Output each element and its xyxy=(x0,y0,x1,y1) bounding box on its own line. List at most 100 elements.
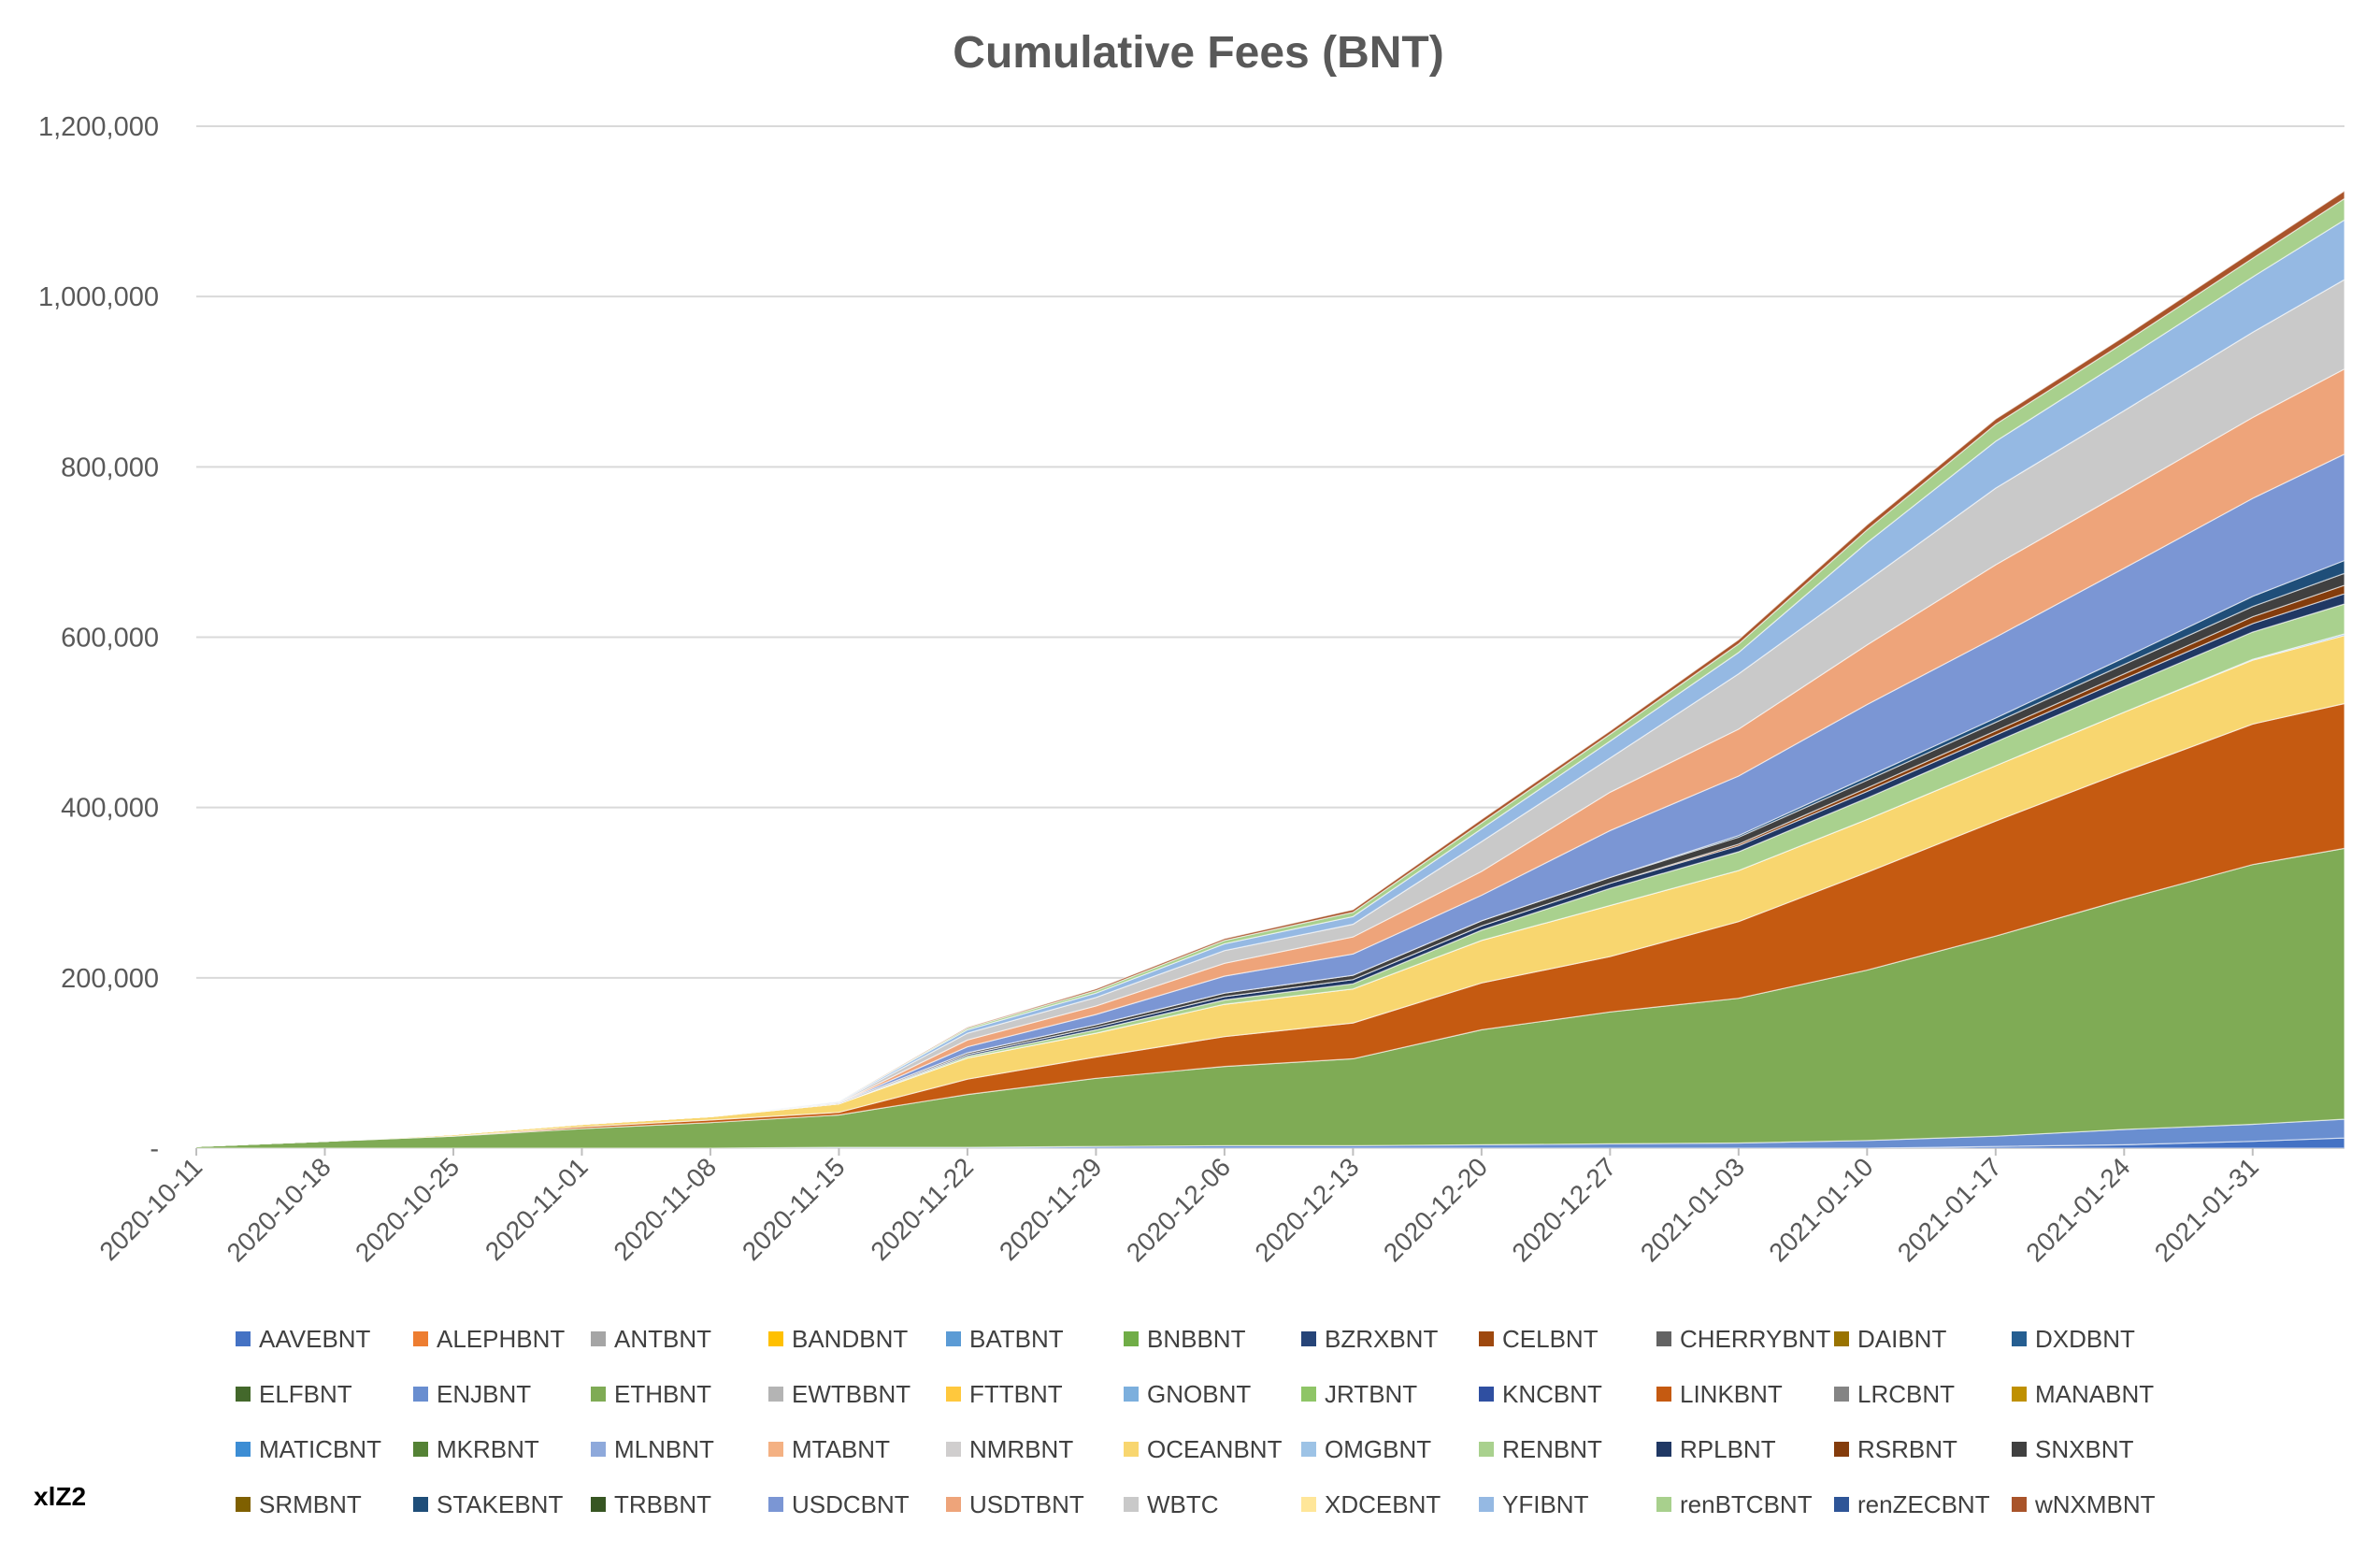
legend-item: ENJBNT xyxy=(413,1380,531,1408)
legend-swatch xyxy=(413,1331,428,1346)
legend-label: MATICBNT xyxy=(259,1435,381,1463)
y-tick-label: - xyxy=(150,1134,159,1164)
legend-item: MATICBNT xyxy=(236,1435,381,1463)
legend-label: MTABNT xyxy=(792,1435,890,1463)
legend-item: SRMBNT xyxy=(236,1490,362,1518)
legend-item: EWTBBNT xyxy=(768,1380,910,1408)
legend-item: SNXBNT xyxy=(2012,1435,2134,1463)
legend-item: BZRXBNT xyxy=(1301,1325,1438,1353)
legend-label: USDTBNT xyxy=(969,1490,1084,1518)
y-tick-label: 1,000,000 xyxy=(38,282,159,312)
legend-swatch xyxy=(236,1331,251,1346)
legend-item: FTTBNT xyxy=(946,1380,1063,1408)
legend-label: OCEANBNT xyxy=(1147,1435,1283,1463)
x-tick-label: 2020-11-01 xyxy=(480,1152,594,1266)
legend-item: KNCBNT xyxy=(1479,1380,1602,1408)
legend-label: STAKEBNT xyxy=(437,1490,563,1518)
legend-swatch xyxy=(1656,1497,1671,1512)
legend-label: BANDBNT xyxy=(792,1325,908,1353)
x-tick-label: 2020-12-06 xyxy=(1121,1152,1236,1267)
legend-item: DAIBNT xyxy=(1834,1325,1946,1353)
legend-label: ANTBNT xyxy=(614,1325,711,1353)
legend-label: LRCBNT xyxy=(1857,1380,1955,1408)
legend-label: BNBBNT xyxy=(1147,1325,1246,1353)
legend-swatch xyxy=(768,1442,783,1457)
legend-item: STAKEBNT xyxy=(413,1490,563,1518)
x-tick-label: 2020-10-25 xyxy=(350,1152,465,1267)
legend: AAVEBNT ALEPHBNT ANTBNT BANDBNT BATBNT BNBBNT… xyxy=(236,1325,2156,1518)
legend-swatch xyxy=(1834,1331,1849,1346)
legend-swatch xyxy=(2012,1331,2027,1346)
legend-label: RPLBNT xyxy=(1680,1435,1776,1463)
legend-label: WBTC xyxy=(1147,1490,1219,1518)
legend-item: MTABNT xyxy=(768,1435,890,1463)
legend-item: USDTBNT xyxy=(946,1490,1084,1518)
legend-item: MANABNT xyxy=(2012,1380,2154,1408)
legend-label: XDCEBNT xyxy=(1325,1490,1441,1518)
area-series xyxy=(195,190,2345,1149)
legend-swatch xyxy=(1301,1497,1316,1512)
legend-swatch xyxy=(1834,1497,1849,1512)
legend-item: AAVEBNT xyxy=(236,1325,371,1353)
legend-item: BNBBNT xyxy=(1124,1325,1246,1353)
legend-item: NMRBNT xyxy=(946,1435,1073,1463)
legend-label: renBTCBNT xyxy=(1680,1490,1813,1518)
legend-item: RENBNT xyxy=(1479,1435,1602,1463)
legend-label: CELBNT xyxy=(1502,1325,1599,1353)
legend-swatch xyxy=(946,1331,961,1346)
x-tick-label: 2020-12-27 xyxy=(1506,1152,1621,1267)
y-tick-label: 200,000 xyxy=(61,964,159,994)
legend-swatch xyxy=(1124,1331,1139,1346)
x-tick-label: 2021-01-31 xyxy=(2149,1152,2264,1267)
legend-swatch xyxy=(236,1442,251,1457)
legend-item: RPLBNT xyxy=(1656,1435,1776,1463)
legend-label: KNCBNT xyxy=(1502,1380,1602,1408)
legend-swatch xyxy=(946,1497,961,1512)
legend-swatch xyxy=(1124,1442,1139,1457)
legend-label: RSRBNT xyxy=(1857,1435,1957,1463)
legend-swatch xyxy=(591,1331,606,1346)
legend-swatch xyxy=(768,1497,783,1512)
legend-item: BANDBNT xyxy=(768,1325,908,1353)
y-tick-label: 600,000 xyxy=(61,624,159,654)
legend-swatch xyxy=(768,1331,783,1346)
legend-item: WBTC xyxy=(1124,1490,1219,1518)
legend-swatch xyxy=(1479,1331,1494,1346)
legend-item: ANTBNT xyxy=(591,1325,711,1353)
legend-item: CHERRYBNT xyxy=(1656,1325,1830,1353)
legend-item: ELFBNT xyxy=(236,1380,352,1408)
y-axis: - 200,000 400,000 600,000 800,000 1,000,000 1,… xyxy=(38,112,159,1164)
legend-item: LRCBNT xyxy=(1834,1380,1955,1408)
x-tick-label: 2020-11-29 xyxy=(994,1152,1108,1266)
legend-swatch xyxy=(1301,1442,1316,1457)
legend-label: FTTBNT xyxy=(969,1380,1063,1408)
legend-item: renBTCBNT xyxy=(1656,1490,1813,1518)
legend-item: TRBBNT xyxy=(591,1490,711,1518)
x-tick-label: 2021-01-10 xyxy=(1763,1152,1878,1267)
legend-label: TRBBNT xyxy=(614,1490,711,1518)
legend-label: GNOBNT xyxy=(1147,1380,1251,1408)
y-tick-label: 800,000 xyxy=(61,453,159,482)
legend-label: DAIBNT xyxy=(1857,1325,1946,1353)
x-axis: 2020-10-11 2020-10-18 2020-10-25 2020-11-01… xyxy=(94,1148,2264,1268)
legend-item: XDCEBNT xyxy=(1301,1490,1441,1518)
legend-swatch xyxy=(1124,1387,1139,1402)
legend-label: AAVEBNT xyxy=(259,1325,371,1353)
legend-item: BATBNT xyxy=(946,1325,1064,1353)
legend-swatch xyxy=(946,1442,961,1457)
legend-label: ETHBNT xyxy=(614,1380,711,1408)
legend-item: MKRBNT xyxy=(413,1435,539,1463)
y-tick-label: 400,000 xyxy=(61,794,159,824)
legend-swatch xyxy=(591,1442,606,1457)
legend-label: DXDBNT xyxy=(2035,1325,2135,1353)
legend-swatch xyxy=(1301,1331,1316,1346)
legend-swatch xyxy=(1479,1497,1494,1512)
legend-swatch xyxy=(1656,1331,1671,1346)
legend-item: ALEPHBNT xyxy=(413,1325,565,1353)
legend-swatch xyxy=(591,1387,606,1402)
legend-item: RSRBNT xyxy=(1834,1435,1957,1463)
legend-label: EWTBBNT xyxy=(792,1380,910,1408)
legend-item: DXDBNT xyxy=(2012,1325,2135,1353)
